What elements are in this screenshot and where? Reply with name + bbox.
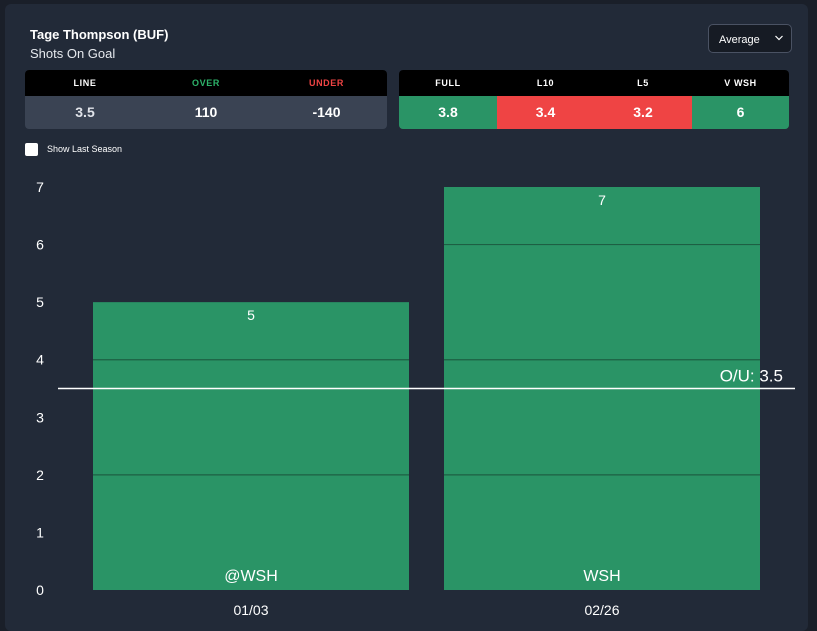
odds-table: LINE OVER UNDER 3.5 110 -140	[25, 70, 387, 129]
over-under-label: O/U: 3.5	[720, 367, 783, 386]
y-tick-label: 3	[36, 409, 44, 425]
avg-header-l10: L10	[536, 78, 555, 88]
y-tick-label: 5	[36, 294, 44, 310]
stat-type-dropdown[interactable]: Average	[708, 24, 792, 53]
show-last-season-label: Show Last Season	[47, 144, 123, 154]
odds-over-value[interactable]: 110	[194, 104, 218, 120]
avg-l5-value: 3.2	[594, 96, 692, 129]
odds-header-row: LINE OVER UNDER	[25, 70, 387, 96]
bar-value-label: 7	[598, 192, 606, 208]
bar	[93, 302, 409, 590]
bar-opponent-label: @WSH	[224, 568, 278, 585]
y-tick-label: 1	[36, 524, 44, 540]
averages-header-row: FULL L10 L5 V WSH	[399, 70, 789, 96]
bar-opponent-label: WSH	[583, 568, 620, 585]
odds-line-value: 3.5	[75, 104, 95, 120]
avg-l10-value: 3.4	[497, 96, 594, 129]
market-name: Shots On Goal	[30, 46, 116, 61]
show-last-season-checkbox[interactable]	[25, 143, 38, 156]
y-tick-label: 7	[36, 179, 44, 195]
odds-header-under: UNDER	[308, 78, 344, 88]
x-tick-label: 02/26	[584, 602, 619, 618]
x-tick-label: 01/03	[233, 602, 268, 618]
dropdown-value: Average	[719, 34, 760, 46]
avg-full-value: 3.8	[399, 96, 497, 129]
y-tick-label: 0	[36, 582, 44, 598]
avg-header-full: FULL	[435, 78, 461, 88]
odds-header-over: OVER	[192, 78, 220, 88]
avg-header-l5: L5	[637, 78, 649, 88]
avg-header-vs: V WSH	[724, 78, 757, 88]
y-tick-label: 2	[36, 467, 44, 483]
y-tick-label: 6	[36, 237, 44, 253]
avg-vs-value: 6	[692, 96, 789, 129]
odds-under-value[interactable]: -140	[312, 104, 341, 120]
odds-header-line: LINE	[73, 78, 97, 88]
player-name: Tage Thompson (BUF)	[30, 27, 169, 42]
averages-table: FULL L10 L5 V WSH 3.8 3.4 3.2 6	[399, 70, 789, 129]
bar-value-label: 5	[247, 307, 255, 323]
y-tick-label: 4	[36, 352, 44, 368]
chevron-down-icon	[774, 33, 784, 46]
